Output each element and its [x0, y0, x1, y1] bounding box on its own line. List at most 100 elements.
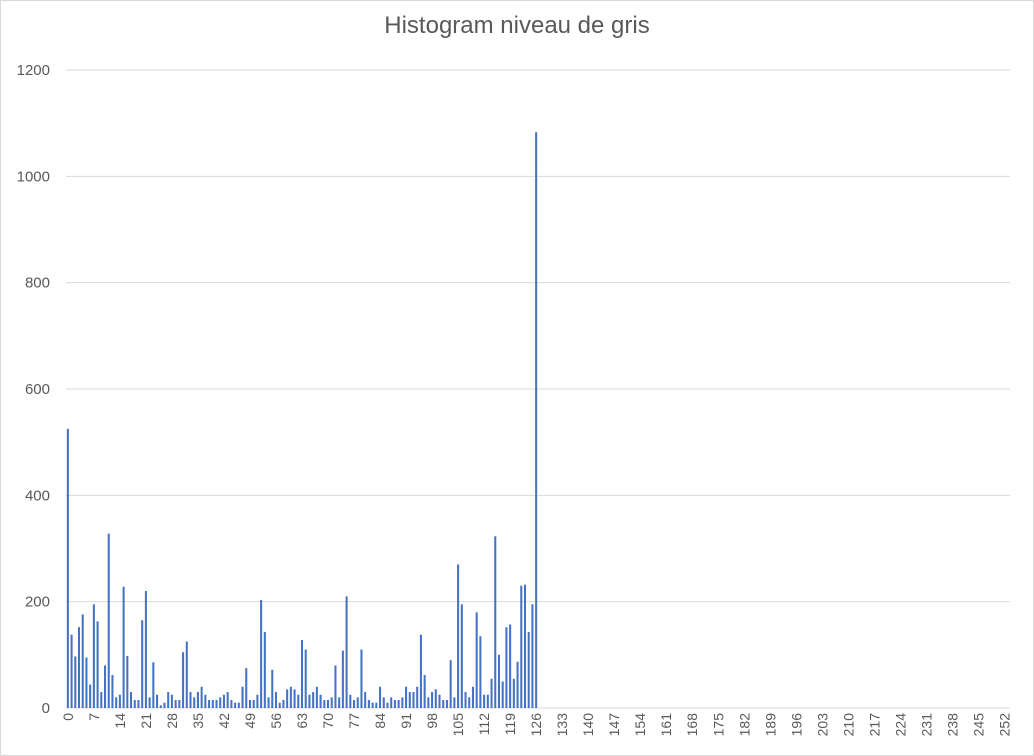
- bar-110: [475, 612, 478, 708]
- x-tick-label: 7: [86, 713, 102, 721]
- bars: [66, 132, 538, 708]
- bar-24: [156, 694, 159, 708]
- bar-96: [423, 675, 426, 708]
- x-tick-label: 105: [450, 713, 466, 737]
- bar-2: [74, 656, 77, 708]
- bar-116: [497, 654, 500, 708]
- bar-83: [375, 702, 378, 708]
- bar-18: [133, 700, 136, 708]
- bar-118: [505, 627, 508, 708]
- x-tick-label: 189: [762, 713, 778, 737]
- bar-115: [494, 536, 497, 708]
- bar-31: [182, 652, 185, 708]
- bar-109: [471, 686, 474, 708]
- bar-97: [427, 697, 430, 708]
- bar-80: [364, 692, 367, 708]
- bar-41: [219, 697, 222, 708]
- bar-55: [271, 669, 274, 708]
- bar-40: [215, 700, 218, 708]
- bar-4: [81, 614, 84, 708]
- bar-36: [200, 686, 203, 708]
- bar-106: [460, 604, 463, 708]
- bar-88: [393, 700, 396, 708]
- bar-13: [115, 697, 118, 708]
- bar-119: [509, 624, 512, 708]
- y-tick-label: 200: [25, 594, 50, 611]
- x-tick-label: 77: [346, 713, 362, 729]
- bar-0: [66, 428, 69, 708]
- x-tick-label: 56: [268, 713, 284, 729]
- x-tick-label: 245: [970, 713, 986, 737]
- y-tick-label: 0: [42, 700, 50, 717]
- bar-9: [100, 692, 103, 708]
- bar-94: [416, 686, 419, 708]
- bar-69: [323, 700, 326, 708]
- bar-78: [356, 697, 359, 708]
- x-tick-label: 49: [242, 713, 258, 729]
- x-tick-label: 63: [294, 713, 310, 729]
- bar-82: [371, 702, 374, 708]
- bar-77: [353, 700, 356, 708]
- bar-74: [341, 650, 344, 708]
- bar-101: [442, 700, 445, 708]
- bar-123: [523, 584, 527, 708]
- bar-17: [130, 692, 133, 708]
- bar-35: [196, 692, 199, 708]
- x-tick-label: 119: [502, 713, 518, 736]
- bar-6: [89, 684, 92, 708]
- bar-76: [349, 694, 352, 708]
- bar-121: [516, 661, 519, 708]
- x-tick-label: 168: [684, 713, 700, 737]
- x-tick-label: 84: [372, 713, 388, 729]
- bar-63: [300, 639, 304, 708]
- bar-42: [222, 694, 225, 708]
- gridlines: [66, 69, 1010, 709]
- bar-66: [312, 692, 315, 708]
- x-tick-label: 28: [164, 713, 180, 729]
- bar-103: [449, 660, 452, 708]
- bar-67: [315, 686, 318, 708]
- x-tick-label: 175: [710, 713, 726, 737]
- x-tick-label: 133: [554, 713, 570, 737]
- bar-59: [286, 689, 289, 708]
- x-tick-label: 217: [866, 713, 882, 737]
- bar-104: [453, 697, 456, 708]
- bar-100: [438, 694, 441, 708]
- bar-70: [326, 700, 330, 708]
- bar-32: [185, 641, 188, 708]
- x-tick-label: 231: [918, 713, 934, 737]
- y-tick-label: 400: [25, 487, 50, 504]
- bar-57: [278, 702, 281, 708]
- bar-39: [211, 700, 214, 708]
- bar-8: [96, 621, 99, 708]
- y-tick-label: 800: [25, 275, 50, 292]
- bar-68: [319, 694, 322, 708]
- bar-124: [527, 631, 530, 708]
- x-tick-label: 140: [580, 713, 596, 737]
- bar-99: [434, 689, 437, 708]
- bar-64: [304, 649, 307, 708]
- bar-22: [148, 697, 151, 708]
- x-tick-label: 42: [216, 713, 232, 729]
- x-tick-label: 70: [320, 713, 336, 729]
- y-tick-label: 1200: [17, 62, 50, 79]
- bar-108: [468, 697, 471, 708]
- bar-92: [408, 692, 411, 708]
- bar-14: [118, 694, 121, 708]
- y-axis-labels: 0 200 400 600 800 1000 1200: [17, 62, 50, 717]
- bar-3: [77, 627, 81, 708]
- bar-117: [501, 681, 504, 708]
- bar-112: [483, 694, 486, 708]
- bar-81: [367, 700, 370, 708]
- bar-34: [193, 697, 196, 708]
- bar-30: [178, 700, 181, 708]
- x-tick-label: 210: [840, 713, 856, 737]
- x-tick-label: 224: [892, 713, 908, 737]
- bar-122: [520, 585, 523, 708]
- bar-105: [457, 564, 460, 708]
- bar-37: [204, 694, 207, 708]
- bar-23: [152, 662, 155, 708]
- bar-29: [174, 700, 177, 708]
- x-tick-label: 182: [736, 713, 752, 737]
